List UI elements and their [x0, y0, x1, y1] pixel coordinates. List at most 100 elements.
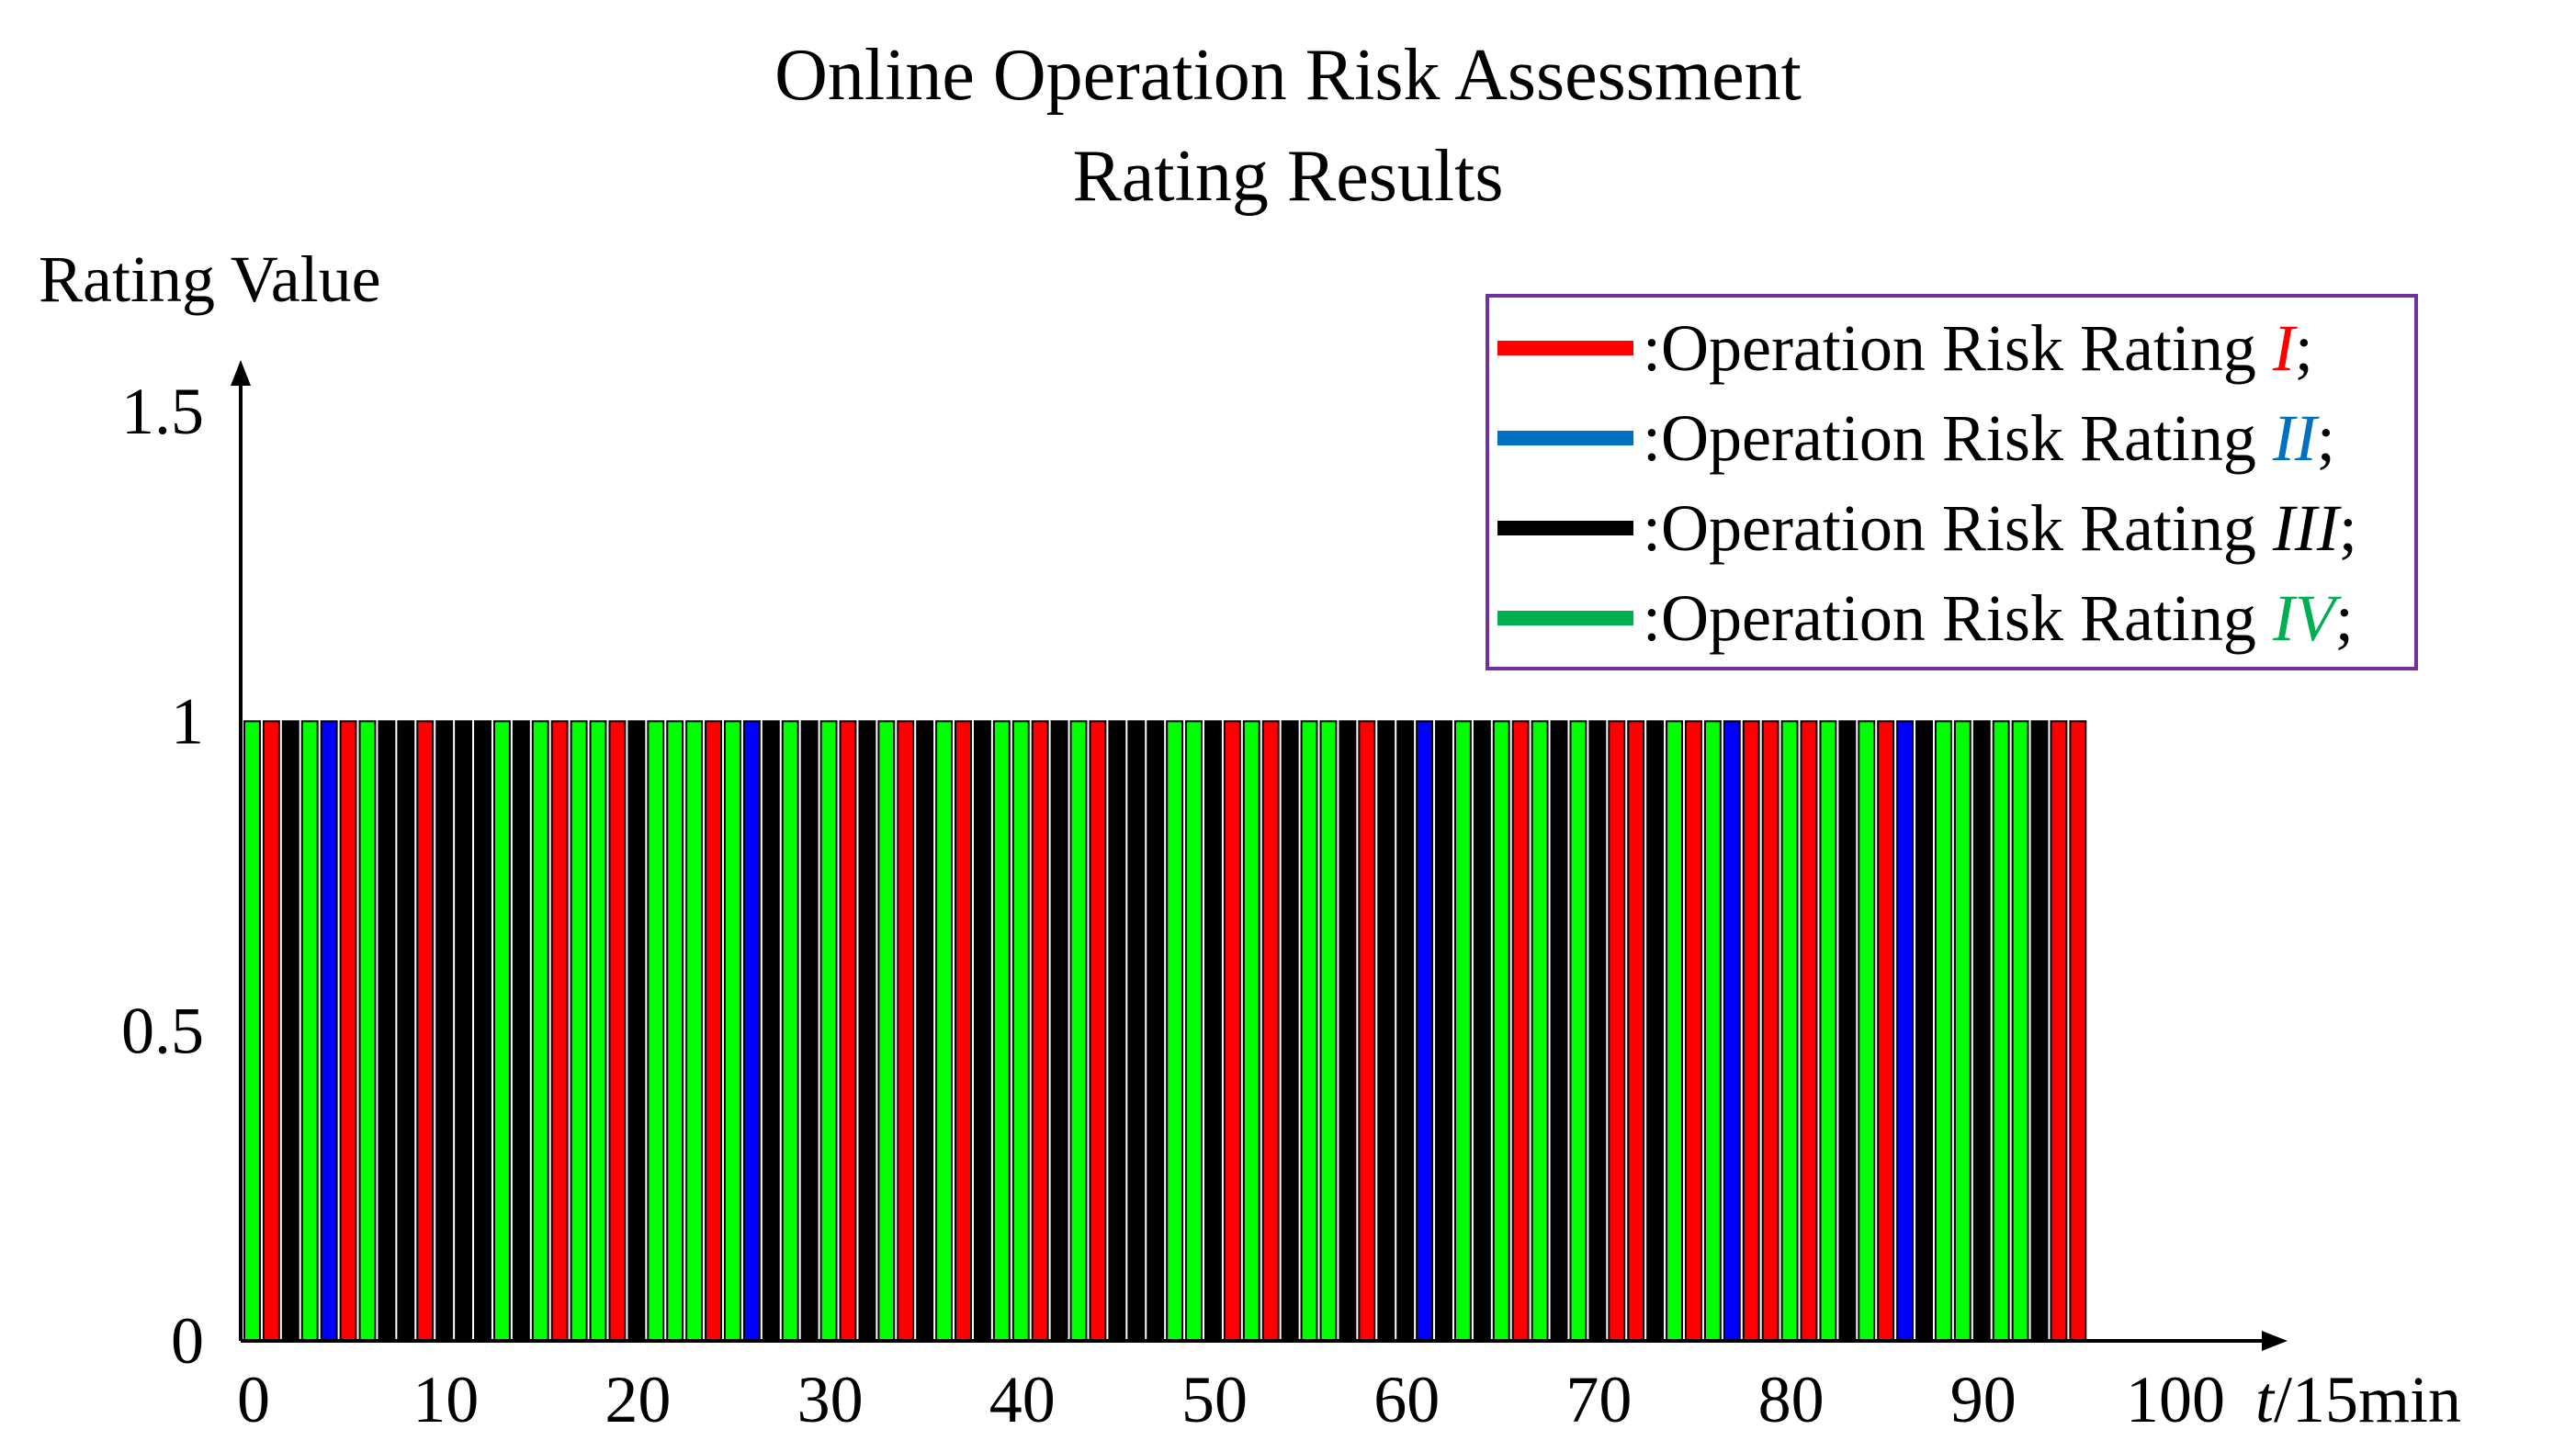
bar-38	[955, 720, 972, 1342]
bar-8	[378, 720, 396, 1342]
y-tick-label: 0.5	[121, 995, 204, 1068]
legend: :Operation Risk Rating I;:Operation Risk…	[1486, 294, 2418, 670]
legend-label-III: :Operation Risk Rating III;	[1643, 491, 2357, 565]
bar-24	[685, 720, 704, 1342]
bar-22	[647, 720, 665, 1342]
bar-40	[992, 720, 1011, 1342]
bar-74	[1646, 720, 1665, 1342]
bar-93	[2011, 720, 2029, 1342]
bar-4	[300, 720, 319, 1342]
bar-10	[416, 720, 435, 1342]
bar-51	[1204, 720, 1222, 1342]
bar-28	[762, 720, 780, 1342]
x-axis-arrow	[2262, 1331, 2288, 1351]
bar-86	[1877, 720, 1895, 1342]
bar-11	[435, 720, 454, 1342]
bar-92	[1992, 720, 2010, 1342]
x-tick-label: 50	[1181, 1363, 1248, 1436]
bar-23	[666, 720, 684, 1342]
chart-title-line-2: Rating Results	[1072, 136, 1504, 217]
bar-62	[1416, 720, 1434, 1342]
bar-15	[512, 720, 530, 1342]
bar-34	[877, 720, 896, 1342]
bar-13	[474, 720, 491, 1342]
bar-65	[1473, 720, 1491, 1342]
x-axis-label-unit: /15min	[2274, 1363, 2461, 1436]
bar-85	[1858, 720, 1876, 1342]
bars-group	[243, 720, 2087, 1342]
y-tick-label: 0	[171, 1304, 204, 1378]
bar-64	[1453, 720, 1472, 1342]
legend-box	[1486, 294, 2418, 670]
bar-73	[1627, 720, 1645, 1342]
bar-79	[1742, 720, 1760, 1342]
bar-83	[1819, 720, 1837, 1342]
bar-58	[1339, 720, 1357, 1342]
x-tick-label: 40	[989, 1363, 1056, 1436]
bar-1	[243, 720, 261, 1342]
bar-55	[1281, 720, 1299, 1342]
bar-59	[1358, 720, 1376, 1342]
bar-21	[627, 720, 646, 1342]
bar-76	[1685, 720, 1702, 1342]
bar-95	[2050, 720, 2068, 1342]
y-axis-label: Rating Value	[39, 242, 381, 316]
x-axis-label-variable: t	[2255, 1363, 2276, 1436]
x-tick-label: 0	[237, 1363, 270, 1436]
bar-69	[1550, 720, 1568, 1342]
bar-35	[897, 720, 915, 1342]
y-axis-arrow	[231, 360, 251, 386]
bar-80	[1761, 720, 1779, 1342]
legend-label-IV: :Operation Risk Rating IV;	[1643, 581, 2354, 655]
bar-57	[1319, 720, 1338, 1342]
bar-61	[1396, 720, 1415, 1342]
x-tick-labels: 0 10 20 30 40 50 60 70 80 90 100	[237, 1363, 2225, 1436]
bar-77	[1703, 720, 1722, 1342]
legend-label-II: :Operation Risk Rating II;	[1643, 401, 2335, 475]
bar-12	[455, 720, 473, 1342]
bar-27	[742, 720, 761, 1342]
bar-44	[1069, 720, 1088, 1342]
bar-25	[705, 720, 723, 1342]
bar-53	[1242, 720, 1260, 1342]
bar-26	[724, 720, 741, 1342]
x-tick-label: 70	[1565, 1363, 1632, 1436]
bar-94	[2030, 720, 2049, 1342]
y-tick-label: 1.5	[121, 375, 204, 448]
bar-6	[339, 720, 357, 1342]
bar-29	[781, 720, 799, 1342]
bar-78	[1723, 720, 1741, 1342]
bar-37	[935, 720, 954, 1342]
bar-45	[1089, 720, 1107, 1342]
x-axis-label: t/15min	[2255, 1363, 2461, 1436]
bar-91	[1972, 720, 1991, 1342]
x-tick-label: 10	[412, 1363, 479, 1436]
x-tick-label: 90	[1950, 1363, 2017, 1436]
bar-68	[1531, 720, 1549, 1342]
bar-2	[262, 720, 280, 1342]
bar-36	[916, 720, 934, 1342]
bar-43	[1050, 720, 1068, 1342]
bar-72	[1608, 720, 1626, 1342]
bar-89	[1934, 720, 1952, 1342]
bar-50	[1185, 720, 1203, 1342]
x-tick-label: 60	[1373, 1363, 1440, 1436]
bar-41	[1011, 720, 1030, 1342]
bar-30	[800, 720, 819, 1342]
x-tick-label: 80	[1758, 1363, 1825, 1436]
bar-16	[531, 720, 549, 1342]
bar-90	[1953, 720, 1972, 1342]
bar-67	[1511, 720, 1530, 1342]
bar-84	[1838, 720, 1857, 1342]
bar-32	[839, 720, 857, 1342]
bar-14	[492, 720, 511, 1342]
bar-60	[1377, 720, 1395, 1342]
bar-5	[320, 720, 338, 1342]
bar-47	[1127, 720, 1146, 1342]
bar-42	[1031, 720, 1049, 1342]
bar-48	[1147, 720, 1165, 1342]
bar-49	[1166, 720, 1184, 1342]
bar-18	[570, 720, 588, 1342]
bar-54	[1261, 720, 1280, 1342]
